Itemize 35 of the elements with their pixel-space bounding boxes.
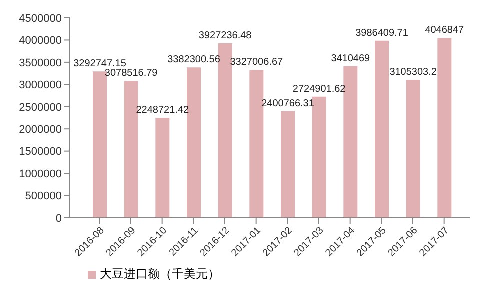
bar — [93, 72, 107, 218]
bar — [187, 68, 201, 218]
data-label: 2724901.62 — [292, 84, 346, 95]
y-tick-label: 0 — [56, 212, 62, 225]
data-label: 3078516.79 — [104, 68, 158, 80]
data-label: 3105303.2 — [390, 66, 438, 78]
bar — [312, 96, 326, 218]
legend-label: 大豆进口额（千美元） — [100, 267, 220, 281]
y-tick-label: 3000000 — [19, 80, 62, 92]
data-label: 2400766.31 — [262, 98, 315, 110]
data-label: 3327006.67 — [230, 57, 284, 68]
data-label: 3382300.56 — [168, 54, 221, 66]
y-tick-label: 1000000 — [19, 168, 62, 180]
bar — [124, 81, 138, 218]
data-label: 3927236.48 — [198, 30, 252, 42]
y-tick-label: 4000000 — [19, 35, 62, 48]
data-label: 3986409.71 — [356, 28, 409, 39]
bar — [406, 80, 420, 218]
bar — [344, 66, 358, 218]
data-label: 4046847 — [425, 25, 465, 36]
bar — [250, 70, 264, 218]
y-tick-label: 4500000 — [19, 12, 62, 25]
y-tick-label: 2000000 — [19, 124, 62, 136]
data-label: 3292747.15 — [74, 58, 127, 70]
data-label: 3410469 — [331, 53, 371, 64]
bar — [375, 40, 389, 218]
bar — [218, 43, 232, 218]
y-tick-label: 2500000 — [19, 102, 62, 114]
y-tick-label: 1500000 — [19, 146, 62, 158]
bar — [156, 118, 170, 218]
bar — [281, 111, 295, 218]
y-tick-label: 3500000 — [19, 57, 62, 70]
data-label: 2248721.42 — [136, 105, 190, 116]
y-tick-label: 500000 — [25, 190, 62, 203]
bar — [438, 38, 452, 218]
